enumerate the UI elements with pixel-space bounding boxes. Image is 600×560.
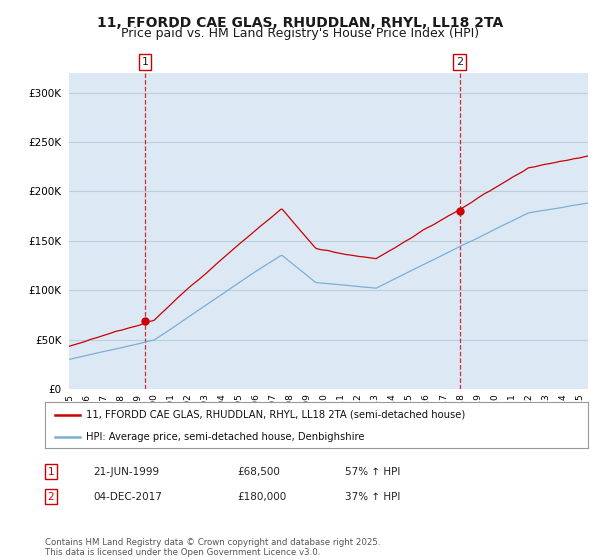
Text: 2: 2: [47, 492, 55, 502]
Text: 1: 1: [47, 466, 55, 477]
Text: 1: 1: [142, 57, 148, 67]
Text: 57% ↑ HPI: 57% ↑ HPI: [345, 466, 400, 477]
Text: Contains HM Land Registry data © Crown copyright and database right 2025.
This d: Contains HM Land Registry data © Crown c…: [45, 538, 380, 557]
Text: 37% ↑ HPI: 37% ↑ HPI: [345, 492, 400, 502]
Text: £68,500: £68,500: [237, 466, 280, 477]
Text: 21-JUN-1999: 21-JUN-1999: [93, 466, 159, 477]
Text: £180,000: £180,000: [237, 492, 286, 502]
Text: 11, FFORDD CAE GLAS, RHUDDLAN, RHYL, LL18 2TA (semi-detached house): 11, FFORDD CAE GLAS, RHUDDLAN, RHYL, LL1…: [86, 410, 465, 420]
Text: 11, FFORDD CAE GLAS, RHUDDLAN, RHYL, LL18 2TA: 11, FFORDD CAE GLAS, RHUDDLAN, RHYL, LL1…: [97, 16, 503, 30]
Text: 2: 2: [456, 57, 463, 67]
Text: Price paid vs. HM Land Registry's House Price Index (HPI): Price paid vs. HM Land Registry's House …: [121, 27, 479, 40]
Text: HPI: Average price, semi-detached house, Denbighshire: HPI: Average price, semi-detached house,…: [86, 432, 364, 441]
Text: 04-DEC-2017: 04-DEC-2017: [93, 492, 162, 502]
